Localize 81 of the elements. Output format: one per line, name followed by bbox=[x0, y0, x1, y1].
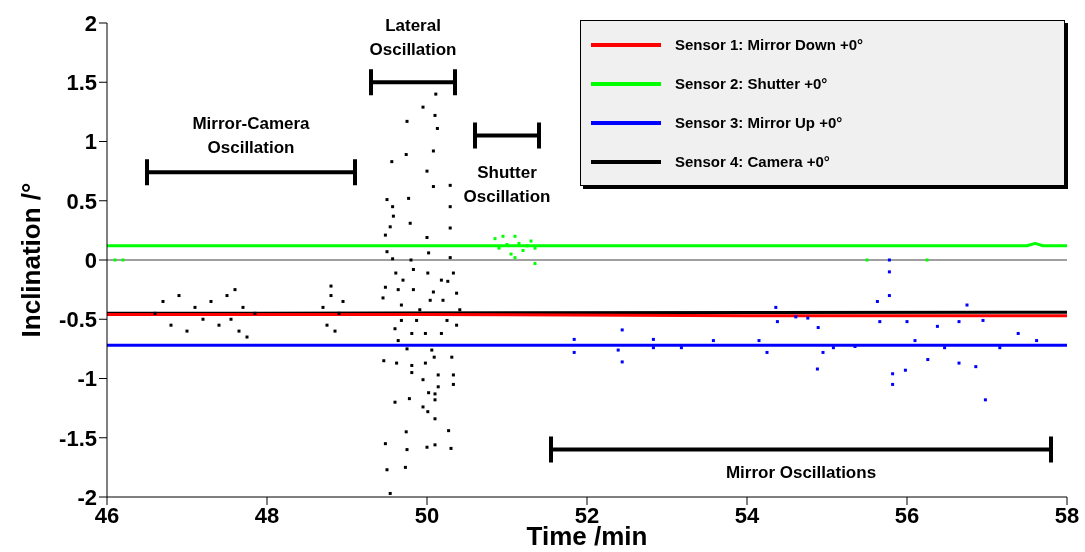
point bbox=[816, 326, 820, 330]
point bbox=[651, 346, 655, 350]
legend-label: Sensor 2: Shutter +0° bbox=[675, 75, 828, 92]
point bbox=[517, 241, 521, 245]
point bbox=[501, 234, 505, 238]
point bbox=[679, 346, 683, 350]
point bbox=[981, 318, 985, 322]
point bbox=[521, 249, 525, 253]
point bbox=[865, 258, 869, 262]
y-tick-label: 0.5 bbox=[66, 188, 97, 214]
point bbox=[1035, 339, 1039, 343]
point bbox=[616, 348, 620, 352]
point bbox=[998, 346, 1002, 350]
point bbox=[525, 244, 529, 248]
point bbox=[509, 252, 513, 256]
point bbox=[113, 258, 117, 262]
point bbox=[831, 346, 835, 350]
point bbox=[497, 246, 501, 250]
x-tick-label: 50 bbox=[414, 502, 440, 528]
y-tick-label: -0.5 bbox=[59, 307, 97, 333]
point bbox=[533, 246, 537, 250]
point bbox=[957, 361, 961, 365]
point bbox=[925, 258, 929, 262]
point bbox=[957, 320, 961, 324]
legend-label: Sensor 1: Mirror Down +0° bbox=[675, 36, 864, 53]
point bbox=[572, 350, 576, 354]
point bbox=[620, 360, 624, 364]
point bbox=[903, 368, 907, 372]
x-tick-label: 54 bbox=[734, 502, 760, 528]
point bbox=[913, 339, 917, 343]
point bbox=[533, 262, 537, 266]
x-tick-label: 56 bbox=[894, 502, 920, 528]
point bbox=[815, 367, 819, 371]
point bbox=[891, 372, 895, 376]
point bbox=[620, 328, 624, 332]
legend-label: Sensor 4: Camera +0° bbox=[675, 153, 830, 170]
y-tick-label: -1 bbox=[77, 366, 97, 392]
legend-label: Sensor 3: Mirror Up +0° bbox=[675, 114, 843, 131]
annotation: Shutter Oscillation bbox=[463, 163, 551, 207]
y-axis-title: Inclination /° bbox=[16, 182, 46, 338]
y-tick-label: 1.5 bbox=[66, 70, 97, 96]
annotation: Mirror Oscillations bbox=[725, 463, 877, 483]
x-tick-label: 48 bbox=[254, 502, 280, 528]
point bbox=[943, 346, 947, 350]
point bbox=[887, 294, 891, 298]
point bbox=[935, 324, 939, 328]
point bbox=[513, 256, 517, 260]
annotation: Lateral Oscillation bbox=[369, 15, 457, 59]
point bbox=[905, 320, 909, 324]
point bbox=[651, 337, 655, 341]
point bbox=[965, 303, 969, 307]
point bbox=[821, 350, 825, 354]
y-tick-label: 0 bbox=[84, 247, 97, 273]
y-tick-label: -2 bbox=[77, 484, 97, 510]
point bbox=[1016, 331, 1020, 335]
annotation: Mirror-Camera Oscillation bbox=[192, 113, 311, 157]
point bbox=[983, 398, 987, 402]
x-tick-label: 58 bbox=[1054, 502, 1080, 528]
point bbox=[513, 234, 517, 238]
y-tick-label: 1 bbox=[84, 129, 97, 155]
point bbox=[765, 350, 769, 354]
point bbox=[974, 365, 978, 369]
point bbox=[878, 320, 882, 324]
point bbox=[806, 316, 810, 320]
y-tick-label: 2 bbox=[84, 10, 97, 36]
y-tick-label: -1.5 bbox=[59, 425, 97, 451]
point bbox=[926, 358, 930, 362]
point bbox=[529, 239, 533, 243]
point bbox=[891, 382, 895, 386]
point bbox=[853, 345, 857, 349]
point bbox=[775, 320, 779, 324]
point bbox=[794, 315, 798, 319]
point bbox=[757, 339, 761, 343]
point bbox=[711, 339, 715, 343]
point bbox=[887, 270, 891, 274]
point bbox=[493, 237, 497, 241]
point bbox=[887, 258, 891, 262]
point bbox=[774, 305, 778, 309]
point bbox=[875, 299, 879, 303]
point bbox=[572, 337, 576, 341]
point bbox=[121, 258, 125, 262]
